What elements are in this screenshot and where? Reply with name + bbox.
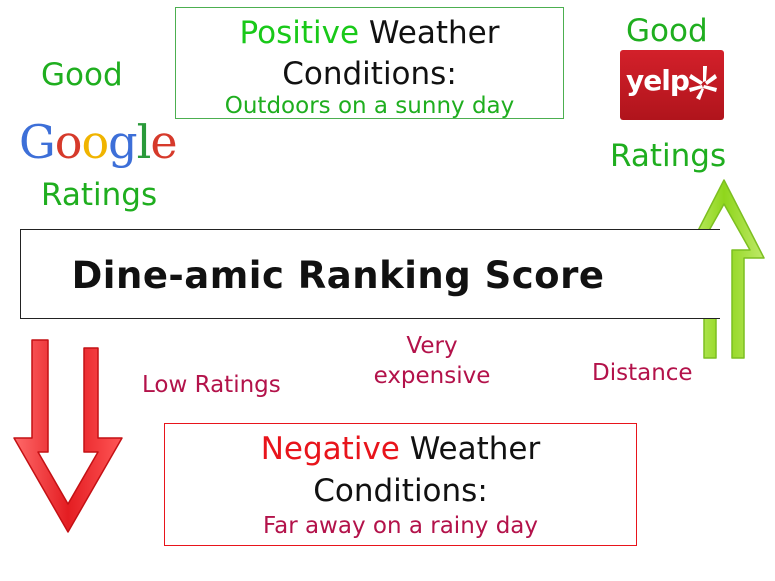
yelp-good-label: Good [626,13,708,49]
positive-highlight: Positive [239,15,360,51]
down-arrow-icon [13,339,123,533]
factor-expensive-label: expensive [373,363,491,389]
negative-weather-description: Far away on a rainy day [262,513,538,539]
google-logo-letter: g [108,115,137,169]
negative-weather-box: Negative Weather Conditions: Far away on… [164,423,637,546]
positive-weather-box: Positive Weather Conditions: Outdoors on… [175,7,564,119]
positive-weather-rest: Weather [359,15,500,51]
factor-very-label: Very [406,333,458,359]
google-logo-letter: l [136,115,152,169]
negative-highlight: Negative [260,431,400,467]
negative-weather-rest: Weather [399,431,541,467]
ranking-score-title: Dine-amic Ranking Score [71,254,605,297]
ranking-score-box: Dine-amic Ranking Score [20,229,720,319]
positive-weather-heading: Positive Weather [176,13,563,53]
yelp-ratings-label: Ratings [610,138,727,174]
positive-weather-description: Outdoors on a sunny day [224,93,515,119]
google-logo: Google [19,114,178,170]
yelp-logo-text: yelp [626,64,690,97]
positive-weather-conditions: Conditions: [282,56,457,92]
google-good-label: Good [41,57,123,93]
google-logo-letter: G [19,115,56,169]
google-logo-letter: e [150,115,177,169]
yelp-burst-icon [689,66,717,100]
yelp-logo: yelp [620,50,724,120]
negative-weather-conditions: Conditions: [313,473,488,509]
factor-distance: Distance [592,360,693,386]
google-logo-letter: o [81,115,109,169]
google-logo-letter: o [54,115,83,169]
negative-weather-heading: Negative Weather [165,429,636,469]
factor-low-ratings: Low Ratings [142,372,281,398]
factor-very-expensive: Very expensive [366,331,498,391]
google-ratings-label: Ratings [41,177,158,213]
